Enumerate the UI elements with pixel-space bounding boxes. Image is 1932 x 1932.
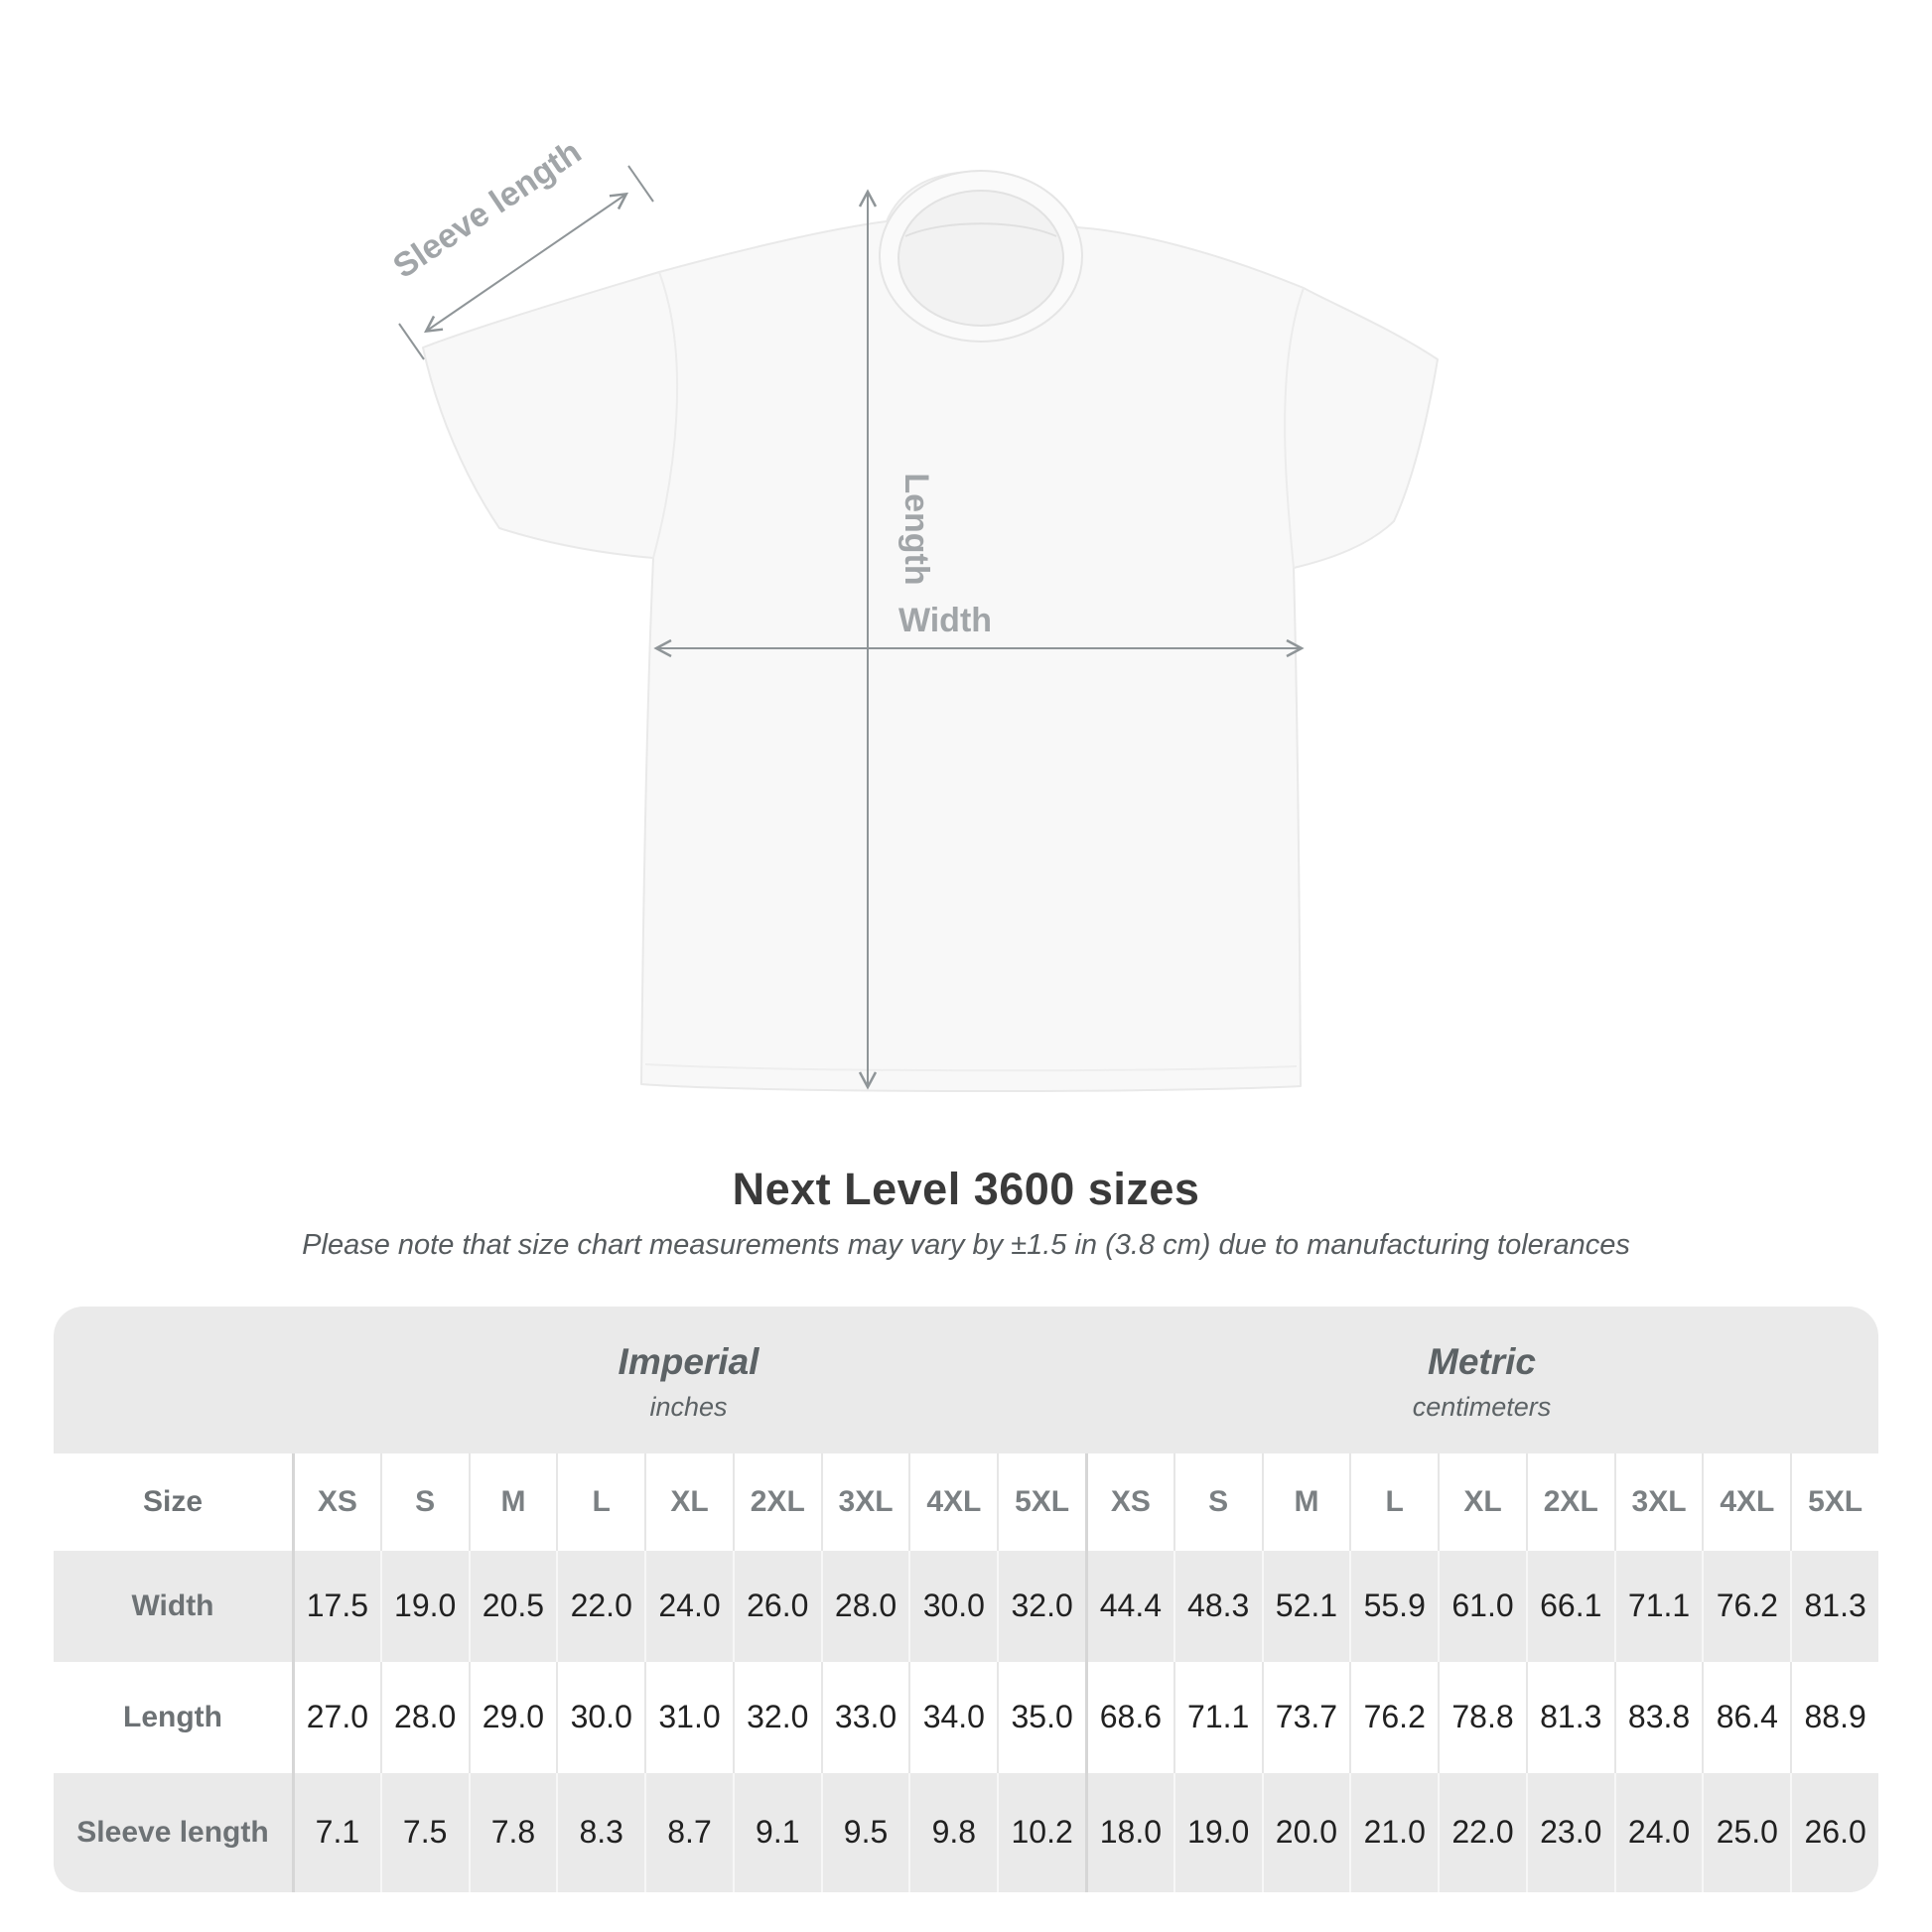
value-cell: 8.7: [644, 1772, 733, 1892]
row-label-length: Length: [123, 1700, 222, 1733]
size-header-3xl-metric: 3XL: [1613, 1452, 1703, 1551]
row-label-sleeve-length: Sleeve length: [76, 1815, 269, 1849]
size-header-l-imperial: L: [556, 1452, 644, 1551]
value-cell: 8.3: [556, 1772, 644, 1892]
width-label: Width: [898, 602, 992, 639]
value-cell: 9.5: [820, 1772, 909, 1892]
size-header-m-metric: M: [1261, 1452, 1350, 1551]
size-header-4xl-imperial: 4XL: [908, 1452, 997, 1551]
value-cell: 61.0: [1438, 1550, 1526, 1662]
value-cell: 19.0: [1173, 1772, 1262, 1892]
value-cell: 88.9: [1790, 1661, 1878, 1773]
table-row-width: Width 17.5 19.0 20.5 22.0 24.0 26.0 28.0 30.0 32…: [54, 1550, 1878, 1662]
size-header-l-metric: L: [1349, 1452, 1438, 1551]
value-cell: 33.0: [820, 1661, 909, 1773]
value-cell: 73.7: [1261, 1661, 1350, 1773]
value-cell: 29.0: [468, 1661, 557, 1773]
value-cell: 52.1: [1261, 1550, 1350, 1662]
value-cell: 48.3: [1173, 1550, 1262, 1662]
value-cell: 7.8: [468, 1772, 557, 1892]
value-cell: 30.0: [908, 1550, 997, 1662]
value-cell: 17.5: [292, 1550, 380, 1662]
size-header-xl-imperial: XL: [644, 1452, 733, 1551]
value-cell: 27.0: [292, 1661, 380, 1773]
value-cell: 44.4: [1085, 1550, 1173, 1662]
imperial-label: Imperial: [618, 1340, 759, 1382]
page-title: Next Level 3600 sizes: [732, 1164, 1200, 1214]
size-chart-table: Imperial inches Metric centimeters Size …: [54, 1306, 1878, 1892]
value-cell: 30.0: [556, 1661, 644, 1773]
value-cell: 9.8: [908, 1772, 997, 1892]
value-cell: 34.0: [908, 1661, 997, 1773]
value-cell: 23.0: [1525, 1772, 1614, 1892]
length-label: Length: [897, 473, 935, 585]
value-cell: 19.0: [379, 1550, 469, 1662]
size-corner-label: Size: [142, 1484, 204, 1518]
value-cell: 81.3: [1790, 1550, 1878, 1662]
value-cell: 20.5: [468, 1550, 557, 1662]
size-header-5xl-imperial: 5XL: [997, 1452, 1085, 1551]
size-header-2xl-metric: 2XL: [1525, 1452, 1614, 1551]
size-header-3xl-imperial: 3XL: [820, 1452, 909, 1551]
row-label-width: Width: [131, 1588, 214, 1622]
value-cell: 55.9: [1349, 1550, 1438, 1662]
tolerance-note: Please note that size chart measurements…: [302, 1229, 1630, 1262]
table-row-length: Length 27.0 28.0 29.0 30.0 31.0 32.0 33.0 34.0 3…: [54, 1661, 1878, 1773]
imperial-unit-label: inches: [649, 1391, 728, 1422]
imperial-section-header: Imperial inches: [292, 1307, 1085, 1453]
value-cell: 10.2: [997, 1772, 1085, 1892]
value-cell: 26.0: [1790, 1772, 1878, 1892]
value-cell: 26.0: [732, 1550, 821, 1662]
size-header-xs-metric: XS: [1085, 1452, 1173, 1551]
collar-inner: [897, 190, 1064, 327]
value-cell: 35.0: [997, 1661, 1085, 1773]
value-cell: 21.0: [1349, 1772, 1438, 1892]
value-cell: 81.3: [1525, 1661, 1614, 1773]
value-cell: 24.0: [1613, 1772, 1703, 1892]
metric-label: Metric: [1428, 1340, 1536, 1382]
value-cell: 7.1: [292, 1772, 380, 1892]
unit-band-spacer: [54, 1307, 292, 1453]
size-header-4xl-metric: 4XL: [1702, 1452, 1790, 1551]
value-cell: 22.0: [1438, 1772, 1526, 1892]
size-header-xs-imperial: XS: [292, 1452, 380, 1551]
size-header-s-imperial: S: [379, 1452, 469, 1551]
value-cell: 20.0: [1261, 1772, 1350, 1892]
size-header-2xl-imperial: 2XL: [732, 1452, 821, 1551]
value-cell: 9.1: [732, 1772, 821, 1892]
metric-section-header: Metric centimeters: [1085, 1307, 1878, 1453]
value-cell: 76.2: [1349, 1661, 1438, 1773]
value-cell: 83.8: [1613, 1661, 1703, 1773]
value-cell: 32.0: [997, 1550, 1085, 1662]
size-header-m-imperial: M: [468, 1452, 557, 1551]
sleeve-length-label: Sleeve length: [386, 133, 588, 286]
value-cell: 32.0: [732, 1661, 821, 1773]
value-cell: 68.6: [1085, 1661, 1173, 1773]
value-cell: 31.0: [644, 1661, 733, 1773]
value-cell: 7.5: [379, 1772, 469, 1892]
value-cell: 25.0: [1702, 1772, 1790, 1892]
value-cell: 24.0: [644, 1550, 733, 1662]
value-cell: 22.0: [556, 1550, 644, 1662]
size-header-xl-metric: XL: [1438, 1452, 1526, 1551]
size-header-s-metric: S: [1173, 1452, 1262, 1551]
value-cell: 28.0: [820, 1550, 909, 1662]
size-header-row: Size XS S M L XL 2XL 3XL 4XL 5XL XS S M L XL 2XL 3XL 4XL…: [54, 1452, 1878, 1551]
metric-unit-label: centimeters: [1412, 1391, 1552, 1422]
unit-header-band: Imperial inches Metric centimeters: [54, 1307, 1878, 1453]
value-cell: 78.8: [1438, 1661, 1526, 1773]
size-header-5xl-metric: 5XL: [1790, 1452, 1878, 1551]
value-cell: 71.1: [1173, 1661, 1262, 1773]
size-diagram: Sleeve length Length Width: [386, 133, 1439, 1093]
value-cell: 28.0: [379, 1661, 469, 1773]
value-cell: 18.0: [1085, 1772, 1173, 1892]
value-cell: 76.2: [1702, 1550, 1790, 1662]
tshirt-graphic: [422, 170, 1439, 1093]
value-cell: 71.1: [1613, 1550, 1703, 1662]
sleeve-length-arrow: [398, 165, 654, 360]
value-cell: 66.1: [1525, 1550, 1614, 1662]
table-row-sleeve-length: Sleeve length 7.1 7.5 7.8 8.3 8.7 9.1 9.5 9.8 10…: [54, 1772, 1878, 1892]
value-cell: 86.4: [1702, 1661, 1790, 1773]
